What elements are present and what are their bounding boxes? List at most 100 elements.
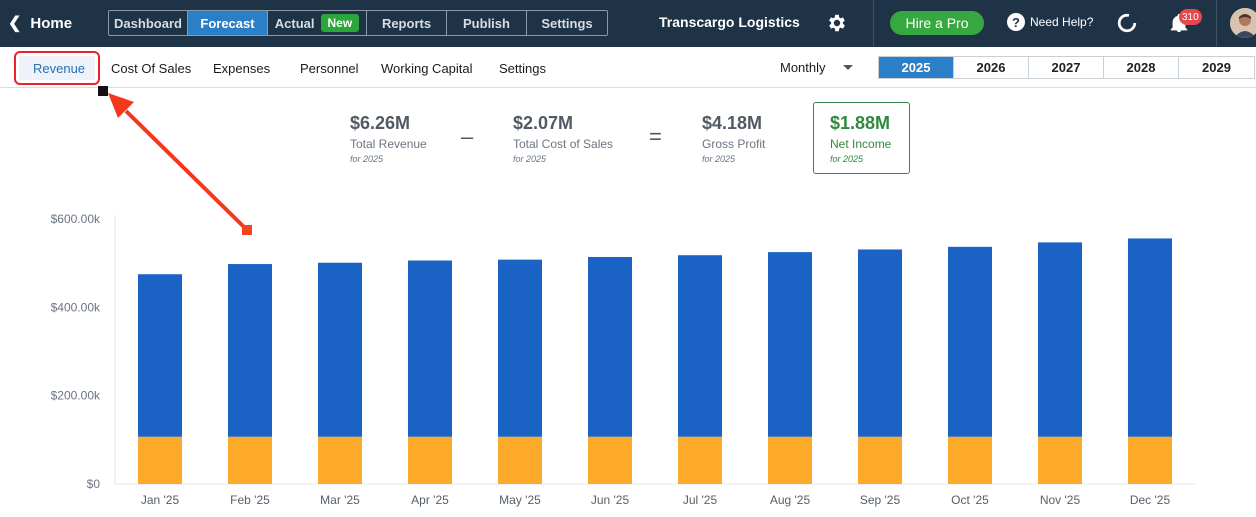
bar-segment-top [138,274,182,437]
x-tick-label: Jul '25 [683,493,718,507]
bar-segment-bottom [408,436,452,484]
bar-segment-bottom [498,436,542,484]
bar-segment-bottom [678,436,722,484]
tab-revenue[interactable]: Revenue [33,61,86,76]
tab-settings[interactable]: Settings [541,15,593,31]
bar-segment-top [318,262,362,437]
bar-segment-bottom [138,436,182,484]
x-tick-label: Nov '25 [1040,493,1081,507]
home-link[interactable]: ❮ Home [8,12,72,34]
bar-segment-top [408,260,452,437]
tab-expenses[interactable]: Expenses [213,61,271,76]
need-help-label: Need Help? [1030,15,1094,29]
total-cost-period: for 2025 [513,154,547,164]
total-revenue-summary: $6.26M Total Revenue for 2025 [350,113,427,164]
tab-forecast[interactable]: Forecast [188,11,268,35]
net-income-summary: $1.88M Net Income for 2025 [830,113,891,164]
bar-segment-bottom [588,436,632,484]
x-tick-label: Mar '25 [320,493,360,507]
x-tick-label: Sep '25 [860,493,901,507]
gross-profit-value: $4.18M [702,113,763,133]
bar-segment-top [678,255,722,437]
net-income-label: Net Income [830,137,892,151]
tab-actual-label: Actual [274,15,315,31]
avatar[interactable] [1230,8,1256,38]
equals-operator: = [649,124,662,149]
bar-segment-bottom [768,436,812,484]
total-revenue-period: for 2025 [350,154,384,164]
user-avatar-image [1230,8,1256,38]
bar-segment-top [948,246,992,437]
hire-a-pro-button[interactable]: Hire a Pro [890,11,984,35]
need-help-button[interactable]: ? Need Help? [1007,13,1093,31]
x-tick-label: Feb '25 [230,493,270,507]
bar-segment-top [498,259,542,437]
main-nav: Dashboard Forecast Actual New Reports Pu… [108,10,608,36]
gross-profit-summary: $4.18M Gross Profit for 2025 [702,113,765,164]
x-tick-label: Aug '25 [770,493,811,507]
chevron-left-icon: ❮ [8,15,22,32]
bar-segment-top [588,256,632,437]
home-label: Home [30,14,73,32]
y-tick-label: $200.00k [51,389,101,403]
total-cost-value: $2.07M [513,113,574,133]
bar-segment-bottom [1128,436,1172,484]
year-2027[interactable]: 2027 [1029,57,1104,78]
y-tick-label: $400.00k [51,300,101,314]
period-select[interactable]: Monthly [780,60,826,75]
tab-reports[interactable]: Reports [367,11,447,35]
minus-operator: – [461,124,474,149]
year-2026[interactable]: 2026 [954,57,1029,78]
revenue-stacked-bar-chart: $0 $200.00k $400.00k $600.00k Jan '25 Feb '25… [51,212,1195,507]
forecast-subnav [0,47,1256,88]
net-income-period: for 2025 [830,154,864,164]
annotation-arrow-head [108,93,134,118]
divider [873,0,874,47]
tab-actual[interactable]: Actual New [268,11,367,35]
new-badge: New [320,14,360,32]
tab-subnav-settings[interactable]: Settings [499,61,546,76]
bar-segment-top [1038,242,1082,437]
year-2029[interactable]: 2029 [1202,60,1231,75]
net-income-card[interactable] [813,102,910,174]
y-tick-label: $600.00k [51,212,101,226]
tab-dashboard[interactable]: Dashboard [109,11,188,35]
net-income-value: $1.88M [830,113,891,133]
x-tick-label: May '25 [499,493,541,507]
bar-segment-bottom [1038,436,1082,484]
bar-segment-top [1128,238,1172,437]
x-tick-label: Oct '25 [951,493,989,507]
gross-profit-label: Gross Profit [702,137,766,151]
x-tick-label: Dec '25 [1130,493,1171,507]
year-2028[interactable]: 2028 [1104,57,1179,78]
annotation-highlight-box [14,51,100,85]
gear-icon[interactable] [826,12,848,34]
tab-publish[interactable]: Publish [447,11,527,35]
bar-segment-bottom [948,436,992,484]
notification-count-badge: 310 [1179,9,1202,25]
chevron-down-icon[interactable] [843,65,853,70]
year-selector: 2025 2026 2027 2028 2029 [878,56,1255,79]
tab-personnel[interactable]: Personnel [300,61,359,76]
total-cost-summary: $2.07M Total Cost of Sales for 2025 [513,113,613,164]
company-name: Transcargo Logistics [659,14,800,30]
total-revenue-value: $6.26M [350,113,411,133]
year-2025[interactable]: 2025 [879,57,954,78]
top-navigation-bar: ❮ Home Dashboard Forecast Actual New Rep… [0,0,1256,47]
bar-segment-bottom [318,436,362,484]
bar-segment-bottom [228,436,272,484]
x-tick-label: Apr '25 [411,493,449,507]
gross-profit-period: for 2025 [702,154,736,164]
active-tab-highlight [19,56,95,80]
tab-working-capital[interactable]: Working Capital [381,61,473,76]
loading-spinner-icon [1117,13,1137,33]
x-tick-label: Jun '25 [591,493,630,507]
x-tick-label: Jan '25 [141,493,180,507]
total-revenue-label: Total Revenue [350,137,427,151]
help-icon: ? [1007,13,1025,31]
bar-segment-bottom [858,436,902,484]
bar-segment-top [228,264,272,437]
y-tick-label: $0 [87,477,101,491]
total-cost-label: Total Cost of Sales [513,137,614,151]
tab-cost-of-sales[interactable]: Cost Of Sales [111,61,192,76]
